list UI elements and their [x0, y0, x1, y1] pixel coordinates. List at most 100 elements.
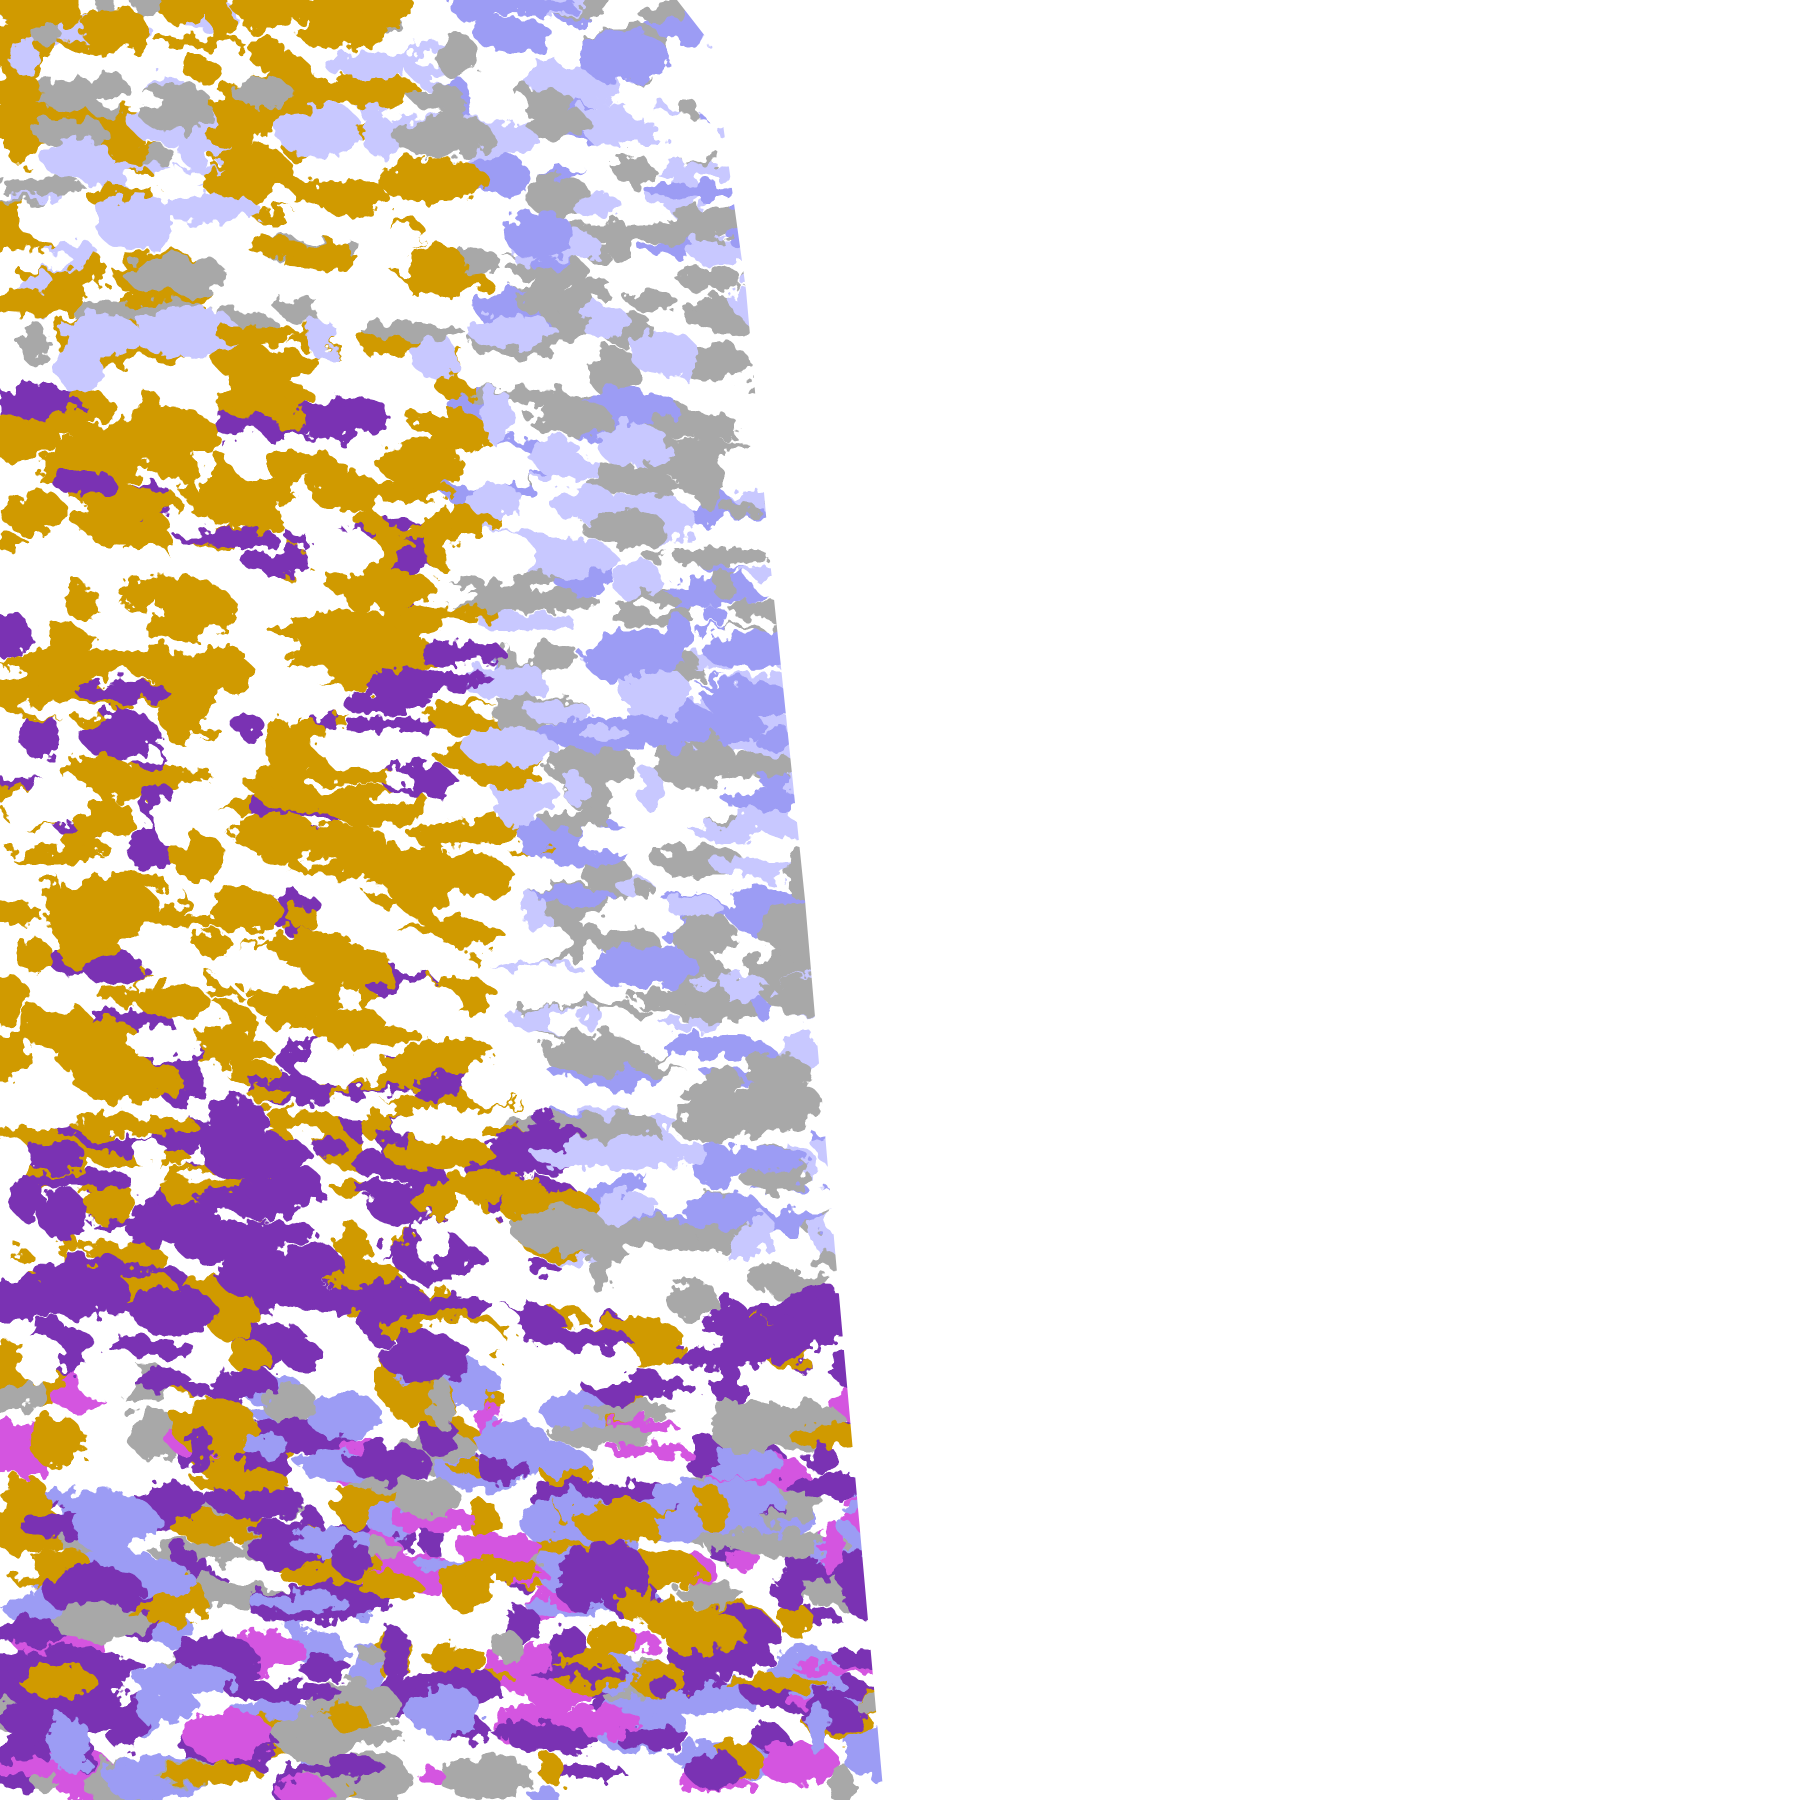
cloud-region: [299, 1655, 351, 1682]
cloud-region: [671, 547, 769, 566]
cloud-region: [329, 1539, 373, 1576]
cloud-region: [393, 606, 498, 620]
cloud-region: [622, 82, 662, 119]
cloud-region: [302, 859, 389, 878]
cloud-region: [125, 541, 170, 582]
cloud-region: [704, 679, 791, 721]
cloud-region: [792, 153, 815, 203]
cloud-region: [281, 1729, 356, 1763]
cloud-region: [872, 578, 884, 612]
cloud-region: [716, 445, 763, 500]
cloud-region: [154, 0, 227, 24]
cloud-region: [377, 440, 464, 487]
cloud-region: [688, 1751, 742, 1792]
cloud-region: [157, 1761, 262, 1785]
cloud-region: [494, 964, 591, 1007]
cloud-region: [0, 972, 30, 1025]
cloud-region: [864, 974, 884, 1027]
cloud-region: [773, 1577, 809, 1612]
cloud-region: [378, 1027, 422, 1044]
cloud-region: [393, 1329, 441, 1358]
cloud-region: [855, 1693, 884, 1716]
cloud-region: [404, 243, 467, 291]
cloud-region: [206, 1291, 259, 1343]
cloud-region: [193, 1469, 290, 1495]
cloud-region: [811, 829, 884, 880]
cloud-region: [69, 1112, 149, 1136]
cloud-region: [834, 397, 884, 453]
cloud-region: [527, 1261, 560, 1274]
cloud-region: [821, 1071, 884, 1100]
cloud-region: [819, 895, 878, 951]
cloud-region: [0, 901, 42, 923]
cloud-region: [727, 103, 782, 145]
cloud-region: [806, 844, 884, 858]
cloud-region: [156, 686, 205, 737]
cloud-region: [765, 575, 874, 630]
cloud-region: [137, 984, 209, 1019]
cloud-region: [684, 1439, 719, 1478]
cloud-region: [572, 277, 613, 300]
cloud-region: [126, 255, 229, 298]
cloud-region: [695, 1648, 744, 1665]
cloud-region: [786, 839, 845, 895]
cloud-region: [1, 491, 69, 535]
cloud-region: [758, 505, 846, 533]
cloud-region: [753, 904, 853, 953]
cloud-region: [725, 1552, 764, 1571]
cloud-region: [763, 369, 811, 395]
cloud-region: [101, 606, 151, 640]
cloud-region: [723, 789, 830, 813]
cloud-region: [845, 858, 884, 879]
cloud-region: [850, 433, 882, 447]
cloud-region: [822, 125, 884, 176]
cloud-region: [135, 83, 214, 132]
cloud-region: [319, 177, 387, 218]
cloud-region: [739, 1077, 822, 1133]
cloud-region: [816, 786, 884, 838]
cloud-region: [361, 321, 464, 340]
cloud-region: [851, 1104, 884, 1117]
cloud-region: [287, 905, 318, 929]
cloud-region: [389, 1108, 497, 1141]
cloud-region: [498, 1123, 587, 1150]
cloud-region: [753, 731, 818, 752]
cloud-region: [834, 393, 884, 422]
cloud-region: [709, 1066, 742, 1108]
cloud-region: [649, 1675, 677, 1698]
cloud-region: [843, 882, 884, 923]
cloud-region: [416, 1766, 444, 1785]
cloud-region: [263, 813, 313, 844]
cloud-region: [342, 717, 435, 732]
cloud-region: [125, 1605, 206, 1619]
cloud-region: [248, 236, 306, 259]
cloud-region: [846, 1411, 884, 1455]
cloud-region: [369, 791, 417, 806]
cloud-region: [131, 308, 241, 358]
cloud-region: [721, 503, 760, 517]
cloud-region: [309, 470, 380, 511]
cloud-region: [17, 198, 98, 244]
cloud-region: [746, 257, 832, 306]
cloud-region: [729, 601, 792, 618]
cloud-region: [30, 1171, 132, 1189]
cloud-region: [42, 777, 91, 812]
cloud-region: [611, 559, 663, 601]
cloud-region: [743, 378, 844, 398]
cloud-region: [507, 1726, 597, 1753]
cloud-region: [139, 1663, 237, 1696]
cloud-region: [580, 1007, 604, 1030]
cloud-region: [0, 535, 28, 549]
cloud-region: [678, 266, 743, 293]
cloud-region: [11, 32, 38, 77]
cloud-region: [843, 500, 884, 546]
cloud-region: [837, 838, 884, 882]
cloud-region: [853, 283, 884, 334]
cloud-region: [842, 1212, 882, 1252]
cloud-region: [8, 846, 102, 864]
cloud-region: [109, 1770, 169, 1800]
cloud-region: [0, 176, 83, 195]
cloud-region: [252, 1518, 286, 1554]
cloud-region: [818, 392, 884, 447]
cloud-region: [425, 1646, 489, 1673]
